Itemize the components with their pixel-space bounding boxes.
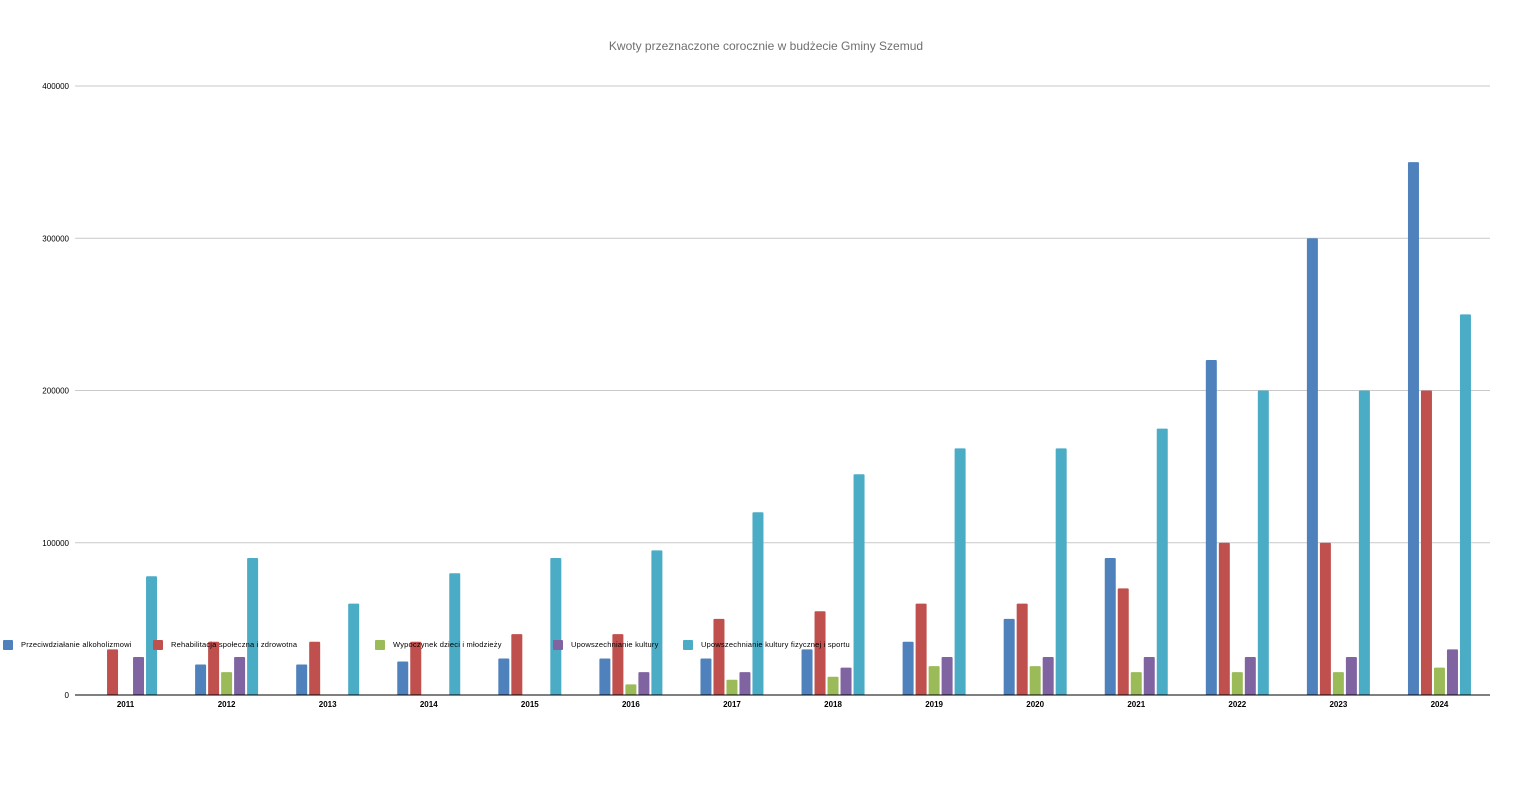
legend-label: Rehabilitacja społeczna i zdrowotna xyxy=(171,640,298,649)
bar xyxy=(700,658,712,695)
bar xyxy=(1156,428,1168,695)
x-tick-label: 2022 xyxy=(1228,700,1246,709)
bar xyxy=(511,634,523,695)
bar xyxy=(1130,672,1142,695)
bar xyxy=(208,641,220,695)
bar xyxy=(195,664,207,695)
legend-swatch xyxy=(683,640,693,650)
bar xyxy=(853,474,865,695)
x-axis-ticks: 2011 2012 2013 2014 2015 2016 2017 2018 2019 2020… xyxy=(117,700,1449,709)
bar xyxy=(107,649,119,695)
legend: Przeciwdziałanie alkoholizmowi Rehabilita… xyxy=(3,640,850,650)
bar xyxy=(1205,360,1217,695)
bar xyxy=(827,676,839,695)
chart-title: Kwoty przeznaczone corocznie w budżecie … xyxy=(609,39,923,53)
bar xyxy=(928,666,940,695)
x-tick-label: 2011 xyxy=(117,700,135,709)
bar xyxy=(296,664,308,695)
bar xyxy=(1433,667,1445,695)
bar xyxy=(612,634,624,695)
bar xyxy=(1055,448,1067,695)
bar xyxy=(814,611,826,695)
bar xyxy=(599,658,611,695)
bar xyxy=(954,448,966,695)
bar xyxy=(840,667,852,695)
y-axis-ticks: 0 100000 200000 300000 400000 xyxy=(42,82,69,700)
bar xyxy=(1104,557,1116,695)
x-tick-label: 2021 xyxy=(1127,700,1145,709)
bar xyxy=(449,573,461,695)
bar xyxy=(1420,390,1432,695)
x-tick-label: 2024 xyxy=(1431,700,1449,709)
legend-swatch xyxy=(153,640,163,650)
bar xyxy=(902,641,914,695)
bar xyxy=(726,679,738,695)
legend-label: Upowszechnianie kultury xyxy=(571,640,659,649)
gridlines xyxy=(75,85,1490,544)
x-tick-label: 2014 xyxy=(420,700,438,709)
bar xyxy=(1332,672,1344,695)
bar xyxy=(1143,656,1155,695)
legend-label: Wypoczynek dzieci i młodzieży xyxy=(393,640,502,649)
bar xyxy=(1459,314,1471,695)
y-tick-label: 100000 xyxy=(42,539,69,548)
bar xyxy=(638,672,650,695)
bar xyxy=(1407,162,1419,695)
x-tick-label: 2019 xyxy=(925,700,943,709)
bar xyxy=(915,603,927,695)
bar xyxy=(1042,656,1054,695)
x-tick-label: 2023 xyxy=(1329,700,1347,709)
y-tick-label: 0 xyxy=(65,691,70,700)
bar xyxy=(348,603,360,695)
bar xyxy=(801,649,813,695)
bar xyxy=(1029,666,1041,695)
x-tick-label: 2012 xyxy=(218,700,236,709)
y-tick-label: 300000 xyxy=(42,234,69,243)
bar xyxy=(1016,603,1028,695)
bar xyxy=(625,684,637,695)
bar xyxy=(752,512,764,695)
bar xyxy=(1231,672,1243,695)
bar xyxy=(1257,390,1269,695)
bar xyxy=(1117,588,1129,695)
bar xyxy=(1358,390,1370,695)
bar xyxy=(1319,542,1331,695)
legend-label: Upowszechnianie kultury fizycznej i spor… xyxy=(701,640,850,649)
bar xyxy=(713,618,725,695)
bar xyxy=(247,557,259,695)
bar xyxy=(309,641,321,695)
bar xyxy=(1306,238,1318,695)
bar xyxy=(941,656,953,695)
bar xyxy=(1218,542,1230,695)
x-tick-label: 2018 xyxy=(824,700,842,709)
legend-swatch xyxy=(3,640,13,650)
legend-swatch xyxy=(553,640,563,650)
x-tick-label: 2015 xyxy=(521,700,539,709)
legend-swatch xyxy=(375,640,385,650)
bar xyxy=(1244,656,1256,695)
bar xyxy=(146,576,158,695)
y-tick-label: 200000 xyxy=(42,387,69,396)
bar xyxy=(234,656,246,695)
bar xyxy=(397,661,409,695)
bar xyxy=(133,656,145,695)
bar xyxy=(1003,618,1015,695)
x-tick-label: 2013 xyxy=(319,700,337,709)
bar xyxy=(1446,649,1458,695)
y-tick-label: 400000 xyxy=(42,82,69,91)
x-tick-label: 2017 xyxy=(723,700,741,709)
x-tick-label: 2016 xyxy=(622,700,640,709)
bar xyxy=(1345,656,1357,695)
bar xyxy=(498,658,510,695)
legend-label: Przeciwdziałanie alkoholizmowi xyxy=(21,640,132,649)
bar xyxy=(739,672,751,695)
bar xyxy=(221,672,233,695)
bar xyxy=(651,550,663,695)
bar xyxy=(550,557,562,695)
bars xyxy=(107,162,1471,695)
bar xyxy=(410,641,422,695)
x-tick-label: 2020 xyxy=(1026,700,1044,709)
